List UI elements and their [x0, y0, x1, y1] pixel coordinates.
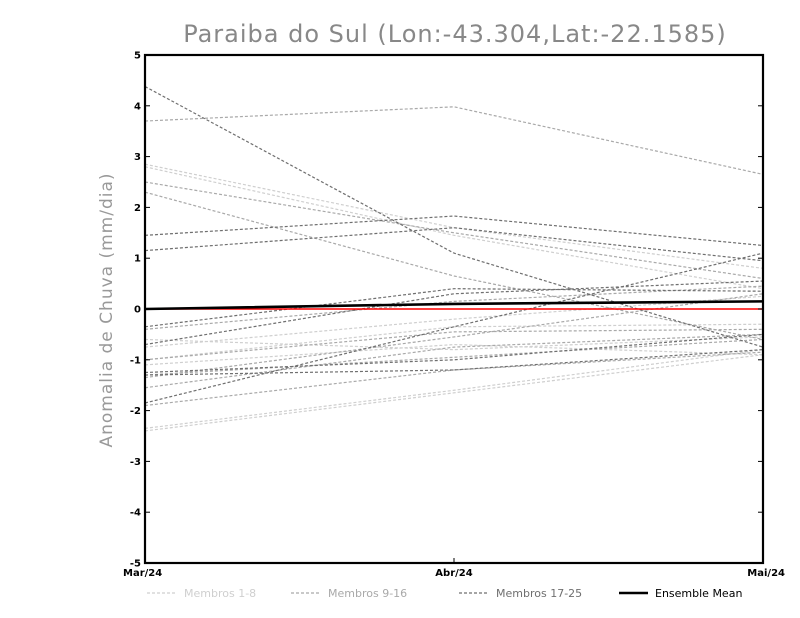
member-line-7 — [144, 349, 764, 429]
member-line-2 — [144, 166, 764, 290]
member-line-10 — [144, 181, 764, 280]
member-line-5 — [144, 323, 764, 361]
legend-label-group-3: Membros 17-25 — [496, 587, 582, 600]
ensemble-mean-line — [144, 300, 764, 311]
y-tick-label: -3 — [130, 457, 141, 468]
member-line-20 — [144, 227, 764, 262]
member-line-14 — [144, 338, 764, 376]
x-tick-label: Mai/24 — [747, 568, 785, 579]
member-line-17 — [144, 351, 764, 407]
member-line-12 — [144, 285, 764, 330]
member-line-19 — [144, 215, 764, 247]
member-line-16 — [144, 333, 764, 389]
x-tick-label: Mar/24 — [123, 568, 162, 579]
member-line-11 — [144, 191, 764, 341]
member-line-8 — [144, 354, 764, 432]
member-line-23 — [144, 333, 764, 374]
member-line-24 — [144, 349, 764, 376]
y-tick-label: 0 — [134, 305, 141, 316]
y-tick-label: 2 — [134, 203, 141, 214]
legend-label-group-2: Membros 9-16 — [328, 587, 407, 600]
member-line-13 — [144, 328, 764, 361]
legend-label-group-1: Membros 1-8 — [184, 587, 256, 600]
y-tick-label: -5 — [130, 559, 141, 570]
y-tick-label: -4 — [130, 508, 141, 519]
x-tick-label: Abr/24 — [435, 568, 472, 579]
legend: Membros 1-8 Membros 9-16 Membros 17-25 Ense… — [147, 587, 742, 600]
member-line-25 — [144, 252, 764, 404]
member-line-15 — [144, 293, 764, 379]
member-line-6 — [144, 343, 764, 366]
y-axis-label: Anomalia de Chuva (mm/dia) — [97, 172, 117, 447]
member-line-9 — [144, 106, 764, 175]
y-tick-label: 1 — [134, 254, 141, 265]
member-line-18 — [144, 85, 764, 348]
y-tick-label: 3 — [134, 152, 141, 163]
legend-label-ensemble-mean: Ensemble Mean — [655, 587, 742, 600]
y-tick-label: 4 — [134, 101, 141, 112]
member-line-1 — [144, 163, 764, 269]
member-line-4 — [144, 295, 764, 348]
y-tick-label: -2 — [130, 406, 141, 417]
y-tick-label: 5 — [134, 51, 141, 62]
member-line-3 — [144, 336, 764, 351]
member-line-21 — [144, 288, 764, 328]
chart-title: Paraiba do Sul (Lon:-43.304,Lat:-22.1585… — [183, 20, 727, 48]
y-tick-label: -1 — [130, 355, 141, 366]
